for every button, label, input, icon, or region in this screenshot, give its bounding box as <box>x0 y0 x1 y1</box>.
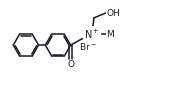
Text: N$^+$: N$^+$ <box>84 28 100 41</box>
Text: M: M <box>106 30 114 39</box>
Text: O: O <box>67 60 74 69</box>
Text: OH: OH <box>106 9 120 18</box>
Text: Br$^-$: Br$^-$ <box>79 41 97 52</box>
